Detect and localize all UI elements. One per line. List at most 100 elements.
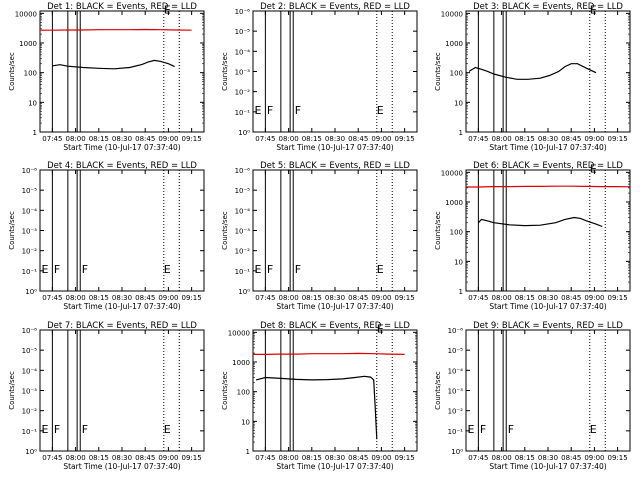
x-tick-label: 09:15 (608, 454, 628, 462)
x-tick-label: 09:15 (395, 135, 415, 143)
y-axis-label: Counts/sec (221, 371, 229, 410)
flag-marker: E (377, 263, 384, 276)
x-tick-label: 08:45 (348, 294, 368, 302)
series-events-line (255, 375, 378, 440)
flag-marker: F (295, 104, 301, 117)
y-tick-label: 10⁻⁴ (22, 367, 38, 375)
panel-title: Det 1: BLACK = Events, RED = LLD (47, 2, 197, 12)
x-tick-label: 08:30 (112, 454, 132, 462)
y-tick-label: 10000 (15, 10, 37, 18)
x-tick-label: 08:15 (89, 135, 109, 143)
y-tick-label: 10 (28, 99, 37, 107)
flag-marker: E (164, 423, 171, 436)
y-tick-label: 10 (241, 418, 250, 426)
x-tick-label: 07:45 (42, 294, 62, 302)
x-tick-label: 07:45 (255, 135, 275, 143)
series-lld-line (40, 28, 192, 31)
panel-det-2: Det 2: BLACK = Events, RED = LLD 10⁰ 10⁻¹ 1… (221, 2, 418, 152)
y-tick-label: 100 (450, 70, 463, 78)
x-axis-label: Start Time (10-Jul-17 07:37:40) (276, 462, 393, 471)
x-axis-label: Start Time (10-Jul-17 07:37:40) (489, 143, 606, 152)
panel-det-6: Det 6: BLACK = Events, RED = LLD 1 10 100 10… (434, 161, 631, 311)
panel-det-4: Det 4: BLACK = Events, RED = LLD 10⁰ 10⁻¹ 1… (8, 161, 205, 311)
series-events-line (52, 59, 175, 70)
flag-marker: F (267, 104, 273, 117)
flag-marker: F (82, 423, 88, 436)
flag-marker: E (590, 3, 597, 16)
flag-marker: E (590, 162, 597, 175)
x-tick-label: 08:15 (515, 135, 535, 143)
y-tick-label: 1000 (445, 40, 463, 48)
y-tick-label: 10⁻³ (448, 388, 464, 396)
flag-marker: F (295, 263, 301, 276)
x-tick-label: 07:45 (42, 135, 62, 143)
x-tick-label: 09:00 (584, 454, 604, 462)
x-tick-label: 08:30 (538, 454, 558, 462)
x-tick-label: 08:30 (538, 135, 558, 143)
y-tick-label: 1000 (232, 359, 250, 367)
x-tick-label: 08:45 (135, 454, 155, 462)
panel-det-7: Det 7: BLACK = Events, RED = LLD 10⁰ 10⁻¹ 1… (8, 321, 205, 471)
y-tick-label: 10⁻⁵ (235, 187, 251, 195)
x-tick-label: 08:00 (491, 454, 511, 462)
flag-marker: F (267, 263, 273, 276)
y-tick-label: 10⁻¹ (235, 268, 251, 276)
series-events-line (468, 63, 597, 80)
y-tick-label: 10⁻¹ (22, 428, 38, 436)
x-tick-label: 08:15 (515, 454, 535, 462)
flag-marker: E (164, 263, 171, 276)
y-axis-label: Counts/sec (221, 211, 229, 250)
y-tick-label: 10⁰ (25, 448, 37, 456)
x-tick-label: 08:00 (65, 135, 85, 143)
y-tick-label: 10⁰ (238, 288, 250, 296)
x-tick-label: 09:15 (182, 135, 202, 143)
flag-marker: F (480, 423, 486, 436)
y-axis-label: Counts/sec (434, 211, 442, 250)
y-tick-label: 10⁻⁵ (448, 347, 464, 355)
x-tick-label: 08:30 (112, 294, 132, 302)
series-lld-line (466, 185, 631, 188)
x-tick-label: 08:15 (89, 454, 109, 462)
y-tick-label: 10⁻⁶ (235, 8, 251, 16)
y-tick-label: 10⁻² (22, 408, 38, 416)
y-tick-label: 10⁻³ (22, 228, 38, 236)
x-tick-label: 09:00 (158, 294, 178, 302)
x-tick-label: 09:00 (584, 294, 604, 302)
x-tick-label: 09:00 (584, 135, 604, 143)
x-tick-label: 08:00 (278, 135, 298, 143)
y-tick-label: 10⁻² (22, 248, 38, 256)
x-tick-label: 09:15 (608, 135, 628, 143)
panel-title: Det 6: BLACK = Events, RED = LLD (473, 161, 623, 171)
x-tick-label: 09:00 (158, 135, 178, 143)
y-axis-label: Counts/sec (221, 52, 229, 91)
x-tick-label: 09:00 (371, 135, 391, 143)
flag-marker: E (468, 423, 475, 436)
x-tick-label: 08:45 (135, 294, 155, 302)
flag-marker: E (377, 104, 384, 117)
panel-det-9: Det 9: BLACK = Events, RED = LLD 10⁰ 10⁻¹ 1… (434, 321, 631, 471)
panel-det-3: Det 3: BLACK = Events, RED = LLD 1 10 100 10… (434, 2, 631, 152)
x-tick-label: 09:15 (395, 454, 415, 462)
y-tick-label: 10⁻⁴ (448, 367, 464, 375)
x-tick-label: 08:00 (278, 454, 298, 462)
flag-marker: F (54, 263, 60, 276)
x-tick-label: 09:15 (182, 454, 202, 462)
x-tick-label: 08:00 (491, 135, 511, 143)
flag-marker: F (82, 263, 88, 276)
x-tick-label: 08:30 (112, 135, 132, 143)
series-events-line (477, 216, 603, 228)
x-tick-label: 08:00 (278, 294, 298, 302)
flag-marker: E (255, 263, 262, 276)
flag-marker: E (377, 322, 384, 335)
x-tick-label: 08:45 (135, 135, 155, 143)
x-tick-label: 08:30 (325, 294, 345, 302)
flag-marker: F (54, 423, 60, 436)
y-tick-label: 10⁻⁶ (22, 167, 38, 175)
x-tick-label: 07:45 (42, 454, 62, 462)
y-tick-label: 10⁰ (451, 448, 463, 456)
panel-det-8: Det 8: BLACK = Events, RED = LLD 1 10 100 10… (221, 321, 418, 471)
y-axis-label: Counts/sec (8, 52, 16, 91)
x-axis-label: Start Time (10-Jul-17 07:37:40) (276, 302, 393, 311)
y-axis-label: Counts/sec (434, 52, 442, 91)
flag-marker: E (590, 423, 597, 436)
